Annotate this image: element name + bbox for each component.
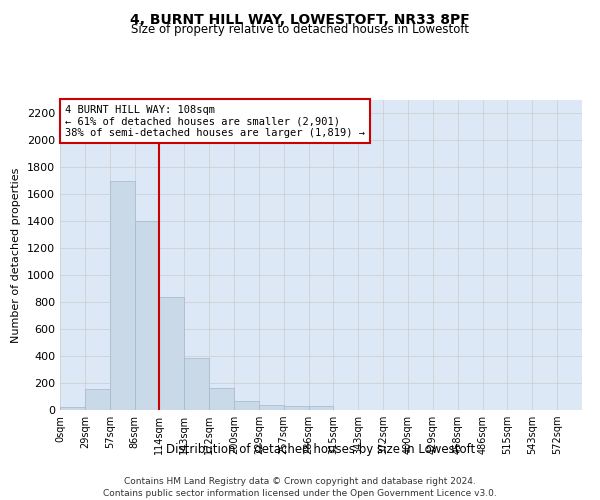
- Text: Size of property relative to detached houses in Lowestoft: Size of property relative to detached ho…: [131, 22, 469, 36]
- Bar: [308, 406, 334, 410]
- Bar: [85, 389, 110, 410]
- Text: 4 BURNT HILL WAY: 108sqm
← 61% of detached houses are smaller (2,901)
38% of sem: 4 BURNT HILL WAY: 108sqm ← 61% of detach…: [65, 104, 365, 138]
- Bar: [184, 358, 209, 410]
- Text: Distribution of detached houses by size in Lowestoft: Distribution of detached houses by size …: [166, 442, 476, 456]
- Bar: [160, 298, 184, 410]
- Text: Contains HM Land Registry data © Crown copyright and database right 2024.: Contains HM Land Registry data © Crown c…: [124, 478, 476, 486]
- Text: Contains public sector information licensed under the Open Government Licence v3: Contains public sector information licen…: [103, 489, 497, 498]
- Bar: [284, 406, 308, 410]
- Bar: [259, 404, 284, 410]
- Text: 4, BURNT HILL WAY, LOWESTOFT, NR33 8PF: 4, BURNT HILL WAY, LOWESTOFT, NR33 8PF: [130, 12, 470, 26]
- Bar: [209, 388, 234, 410]
- Y-axis label: Number of detached properties: Number of detached properties: [11, 168, 22, 342]
- Bar: [134, 222, 160, 410]
- Bar: [234, 401, 259, 410]
- Bar: [60, 408, 85, 410]
- Bar: [110, 181, 134, 410]
